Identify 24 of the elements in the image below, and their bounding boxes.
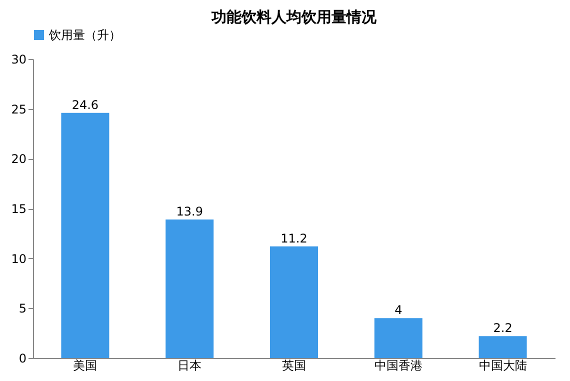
y-tick-label: 25: [11, 102, 26, 116]
y-tick-label: 20: [11, 152, 26, 166]
x-tick-label: 英国: [282, 358, 306, 372]
x-tick-label: 中国香港: [374, 358, 422, 372]
x-tick-label: 美国: [73, 358, 98, 372]
data-label: 4: [394, 303, 402, 318]
y-tick-label: 0: [18, 352, 26, 366]
legend-label: 饮用量（升）: [48, 28, 121, 42]
data-label: 24.6: [72, 98, 99, 112]
data-label: 2.2: [493, 321, 512, 336]
y-tick-label: 30: [11, 52, 26, 66]
bar: [478, 336, 527, 358]
bar: [61, 112, 110, 358]
y-tick-label: 15: [11, 202, 26, 216]
x-tick-label: 日本: [178, 358, 202, 372]
y-tick-label: 5: [18, 302, 26, 316]
bar: [374, 318, 422, 358]
y-tick-label: 10: [11, 252, 26, 266]
chart-title: 功能饮料人均饮用量情况: [210, 8, 378, 26]
x-tick-label: 中国大陆: [478, 358, 527, 372]
data-label: 13.9: [176, 204, 203, 218]
bar: [166, 219, 214, 358]
data-label: 11.2: [280, 231, 308, 246]
bar: [270, 246, 318, 358]
